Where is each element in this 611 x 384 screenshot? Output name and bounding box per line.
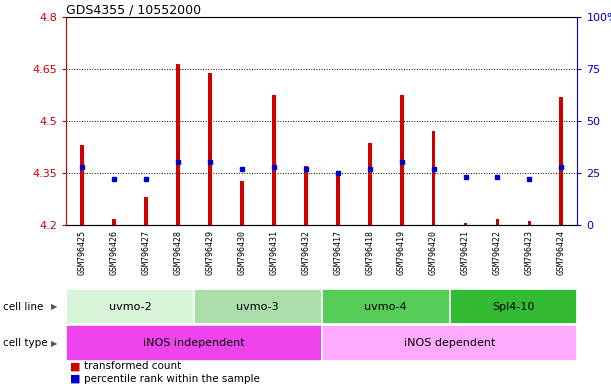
Bar [496, 220, 499, 225]
Text: GDS4355 / 10552000: GDS4355 / 10552000 [66, 3, 201, 16]
Bar [272, 95, 276, 225]
Text: ▶: ▶ [51, 302, 57, 311]
Text: GSM796419: GSM796419 [397, 230, 406, 275]
Text: iNOS independent: iNOS independent [143, 338, 244, 348]
Bar [66, 325, 322, 361]
Bar [80, 145, 84, 225]
Text: GSM796422: GSM796422 [493, 230, 502, 275]
Text: GSM796427: GSM796427 [141, 230, 150, 275]
Bar [431, 131, 436, 225]
Text: GSM796417: GSM796417 [333, 230, 342, 275]
Bar [176, 64, 180, 225]
Bar [112, 220, 116, 225]
Text: uvmo-2: uvmo-2 [109, 301, 152, 312]
Bar [240, 182, 244, 225]
Bar [450, 289, 577, 324]
Text: GSM796428: GSM796428 [174, 230, 182, 275]
Bar [304, 166, 307, 225]
Bar [560, 97, 563, 225]
Text: uvmo-3: uvmo-3 [236, 301, 279, 312]
Text: Spl4-10: Spl4-10 [492, 301, 535, 312]
Text: GSM796429: GSM796429 [205, 230, 214, 275]
Bar [322, 289, 450, 324]
Bar [400, 95, 403, 225]
Text: GSM796430: GSM796430 [237, 230, 246, 275]
Text: uvmo-4: uvmo-4 [364, 301, 407, 312]
Text: transformed count: transformed count [84, 361, 181, 371]
Text: cell type: cell type [3, 338, 48, 348]
Bar [194, 289, 321, 324]
Text: iNOS dependent: iNOS dependent [404, 338, 496, 348]
Text: GSM796425: GSM796425 [78, 230, 87, 275]
Bar [144, 197, 148, 225]
Bar [527, 221, 532, 225]
Bar [336, 171, 340, 225]
Text: GSM796418: GSM796418 [365, 230, 374, 275]
Bar [322, 325, 577, 361]
Bar [368, 144, 371, 225]
Text: GSM796420: GSM796420 [429, 230, 438, 275]
Bar [208, 73, 212, 225]
Text: GSM796432: GSM796432 [301, 230, 310, 275]
Text: GSM796424: GSM796424 [557, 230, 566, 275]
Text: cell line: cell line [3, 301, 43, 312]
Text: GSM796423: GSM796423 [525, 230, 534, 275]
Text: ■: ■ [70, 361, 81, 371]
Text: GSM796431: GSM796431 [269, 230, 278, 275]
Bar [464, 223, 467, 225]
Text: ■: ■ [70, 374, 81, 384]
Text: GSM796421: GSM796421 [461, 230, 470, 275]
Text: ▶: ▶ [51, 339, 57, 348]
Text: GSM796426: GSM796426 [109, 230, 119, 275]
Text: percentile rank within the sample: percentile rank within the sample [84, 374, 260, 384]
Bar [66, 289, 194, 324]
